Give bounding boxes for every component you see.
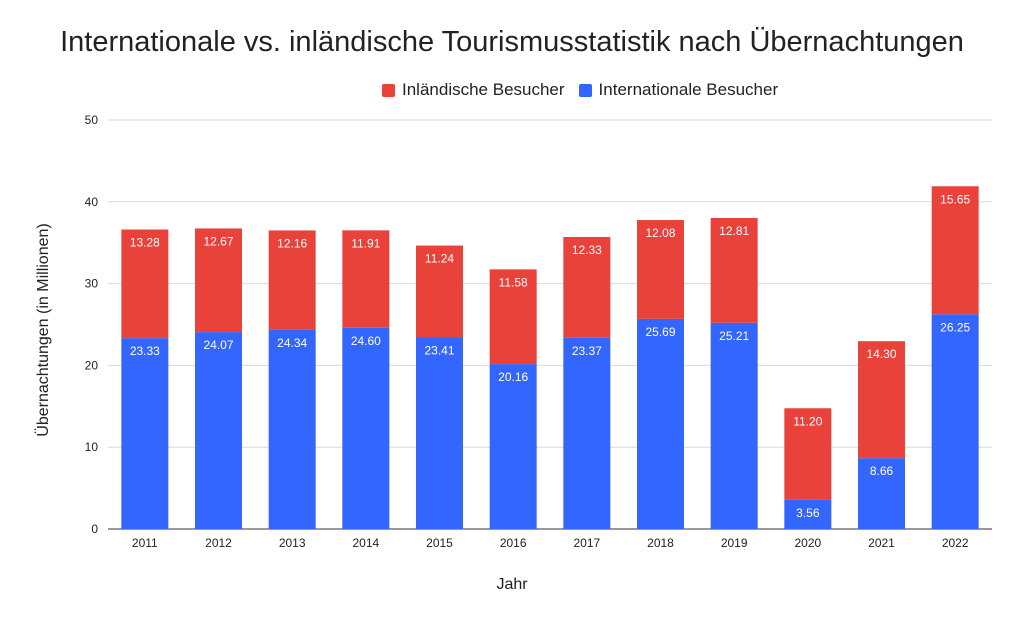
y-tick-label: 20 (85, 358, 99, 372)
bar-domestic (489, 269, 537, 365)
y-tick-label: 50 (85, 113, 99, 127)
data-label-domestic: 11.20 (793, 414, 822, 428)
legend-item-international: Internationale Besucher (578, 80, 779, 100)
data-label-international: 23.33 (130, 344, 160, 358)
bar-domestic (710, 217, 758, 323)
data-label-international: 20.16 (498, 370, 528, 384)
bar-domestic (342, 230, 390, 328)
legend-item-domestic: Inländische Besucher (382, 80, 565, 100)
y-tick-label: 30 (85, 277, 99, 291)
legend-label-international: Internationale Besucher (598, 80, 779, 99)
data-label-domestic: 12.67 (203, 234, 233, 248)
data-label-domestic: 11.58 (499, 275, 528, 289)
x-tick-label: 2021 (868, 536, 895, 550)
x-tick-label: 2016 (500, 536, 527, 550)
y-tick-label: 10 (85, 440, 99, 454)
x-tick-label: 2014 (352, 536, 379, 550)
bar-international (784, 499, 832, 529)
legend-swatch-international (578, 83, 592, 97)
data-label-domestic: 12.33 (572, 243, 602, 257)
data-label-international: 25.21 (719, 329, 749, 343)
bar-domestic (858, 341, 905, 459)
x-tick-label: 2017 (573, 536, 600, 550)
bar-domestic (121, 229, 169, 339)
chart-legend: Inländische Besucher Internationale Besu… (382, 80, 792, 100)
legend-label-domestic: Inländische Besucher (402, 80, 565, 99)
bar-international (195, 332, 242, 529)
data-label-domestic: 13.28 (130, 236, 160, 250)
bar-domestic (563, 236, 611, 338)
x-tick-label: 2011 (132, 536, 158, 550)
x-tick-label: 2013 (279, 536, 306, 550)
data-label-domestic: 12.16 (277, 236, 307, 250)
x-tick-label: 2022 (942, 536, 969, 550)
data-label-domestic: 11.91 (351, 236, 380, 250)
bar-international (416, 337, 463, 529)
y-tick-label: 0 (91, 522, 98, 536)
bar-domestic (268, 230, 316, 330)
bar-international (710, 322, 758, 529)
data-label-international: 3.56 (796, 506, 820, 520)
bar-international (637, 318, 684, 529)
legend-swatch-domestic (382, 83, 395, 97)
x-tick-label: 2020 (794, 536, 821, 550)
bar-domestic (195, 228, 242, 333)
data-label-international: 24.34 (277, 336, 307, 350)
bar-international (858, 458, 905, 529)
bar-international (931, 314, 979, 529)
x-axis-label: Jahr (496, 576, 528, 593)
x-tick-label: 2015 (426, 536, 453, 550)
x-tick-label: 2012 (205, 536, 232, 550)
bar-international (268, 329, 316, 529)
bar-domestic (637, 220, 684, 319)
data-label-domestic: 11.24 (425, 252, 454, 266)
bar-international (121, 338, 169, 529)
bar-international (489, 364, 537, 529)
data-label-international: 8.66 (870, 464, 894, 478)
data-label-domestic: 12.81 (719, 224, 749, 238)
data-label-international: 23.37 (572, 344, 602, 358)
data-label-international: 23.41 (424, 344, 454, 358)
data-label-domestic: 14.30 (866, 347, 896, 361)
data-label-international: 24.07 (203, 338, 233, 352)
data-label-international: 25.69 (645, 325, 675, 339)
x-tick-label: 2019 (721, 536, 748, 550)
bar-domestic (784, 408, 832, 500)
data-label-international: 26.25 (940, 320, 970, 334)
bar-domestic (931, 186, 979, 315)
bar-international (563, 337, 611, 529)
data-label-domestic: 15.65 (940, 192, 970, 206)
x-tick-label: 2018 (647, 536, 674, 550)
chart-title: Internationale vs. inländische Tourismus… (60, 26, 964, 58)
data-label-international: 24.60 (351, 334, 381, 348)
bar-domestic (416, 245, 463, 338)
y-tick-label: 40 (85, 195, 99, 209)
bar-international (342, 327, 390, 529)
data-label-domestic: 12.08 (645, 226, 675, 240)
